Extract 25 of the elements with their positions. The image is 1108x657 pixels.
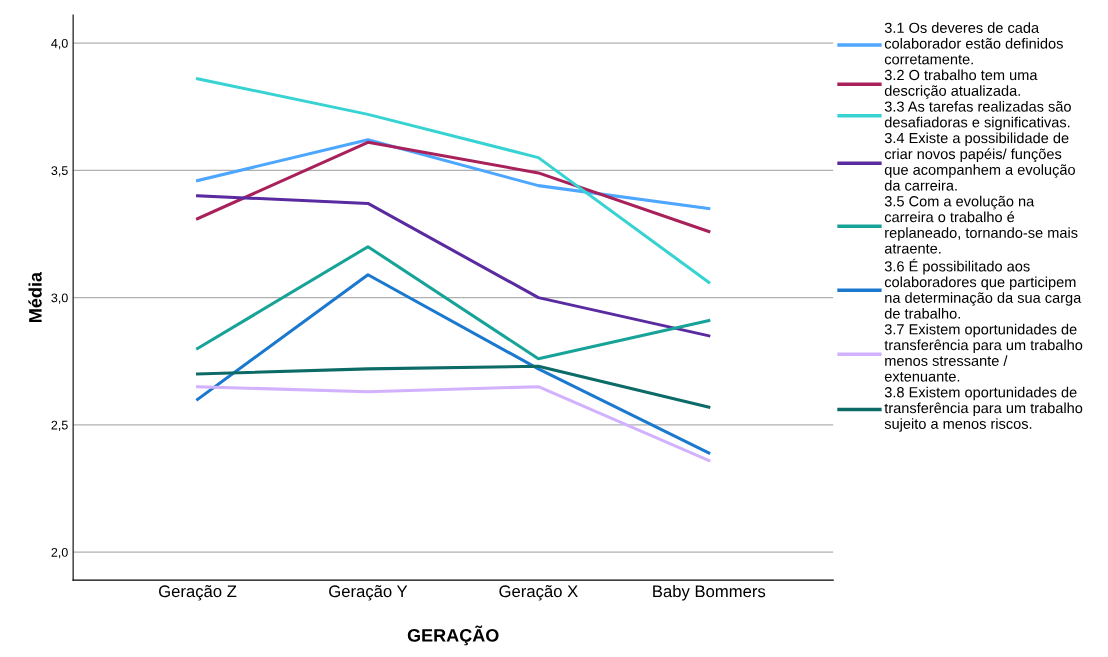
y-tick-label: 2,5 — [51, 420, 68, 432]
y-tick-label: 2,0 — [51, 547, 68, 559]
legend-label: 3.2 O trabalho tem uma descrição atualizada. — [884, 69, 1038, 99]
legend-label: 3.6 É possibilitado aos colaboradores que participem na determinação da sua carga de trabalho. — [884, 258, 1082, 319]
x-tick-label: Geração Y — [329, 585, 408, 601]
x-axis-title: GERAÇÃO — [407, 625, 499, 646]
y-tick-label: 3,5 — [51, 166, 68, 177]
line-series — [196, 140, 711, 233]
line-series — [196, 194, 711, 338]
legend-label: 3.3 As tarefas realizadas são desafiadoras e significativas. — [884, 101, 1071, 131]
y-tick-label: 3,0 — [51, 293, 68, 304]
line-series — [196, 245, 711, 361]
line-series — [196, 364, 711, 409]
line-series — [196, 273, 711, 455]
legend-label: 3.8 Existem oportunidades de transferência para um trabalho sujeito a menos riscos. — [884, 386, 1083, 432]
legend-label: 3.7 Existem oportunidades de transferência para um trabalho menos stressante / extenuante. — [884, 323, 1083, 382]
x-tick-label: Geração X — [499, 585, 578, 601]
x-tick-label: Baby Bommers — [653, 584, 766, 601]
x-tick-label: Geração Z — [159, 585, 237, 601]
legend-label: 3.5 Com a evolução na carreira o trabalho é replaneado, tornando-se mais atraente. — [884, 195, 1078, 254]
y-axis-title: Média — [28, 271, 42, 322]
legend-label: 3.4 Existe a possibilidade de criar novos papéis/ funções que acompanhem a evolução da carreira. — [884, 132, 1075, 191]
legend-label: 3.1 Os deveres de cada colaborador estão definidos corretamente. — [884, 22, 1063, 65]
line-series — [196, 77, 711, 284]
y-tick-label: 4,0 — [51, 38, 68, 50]
